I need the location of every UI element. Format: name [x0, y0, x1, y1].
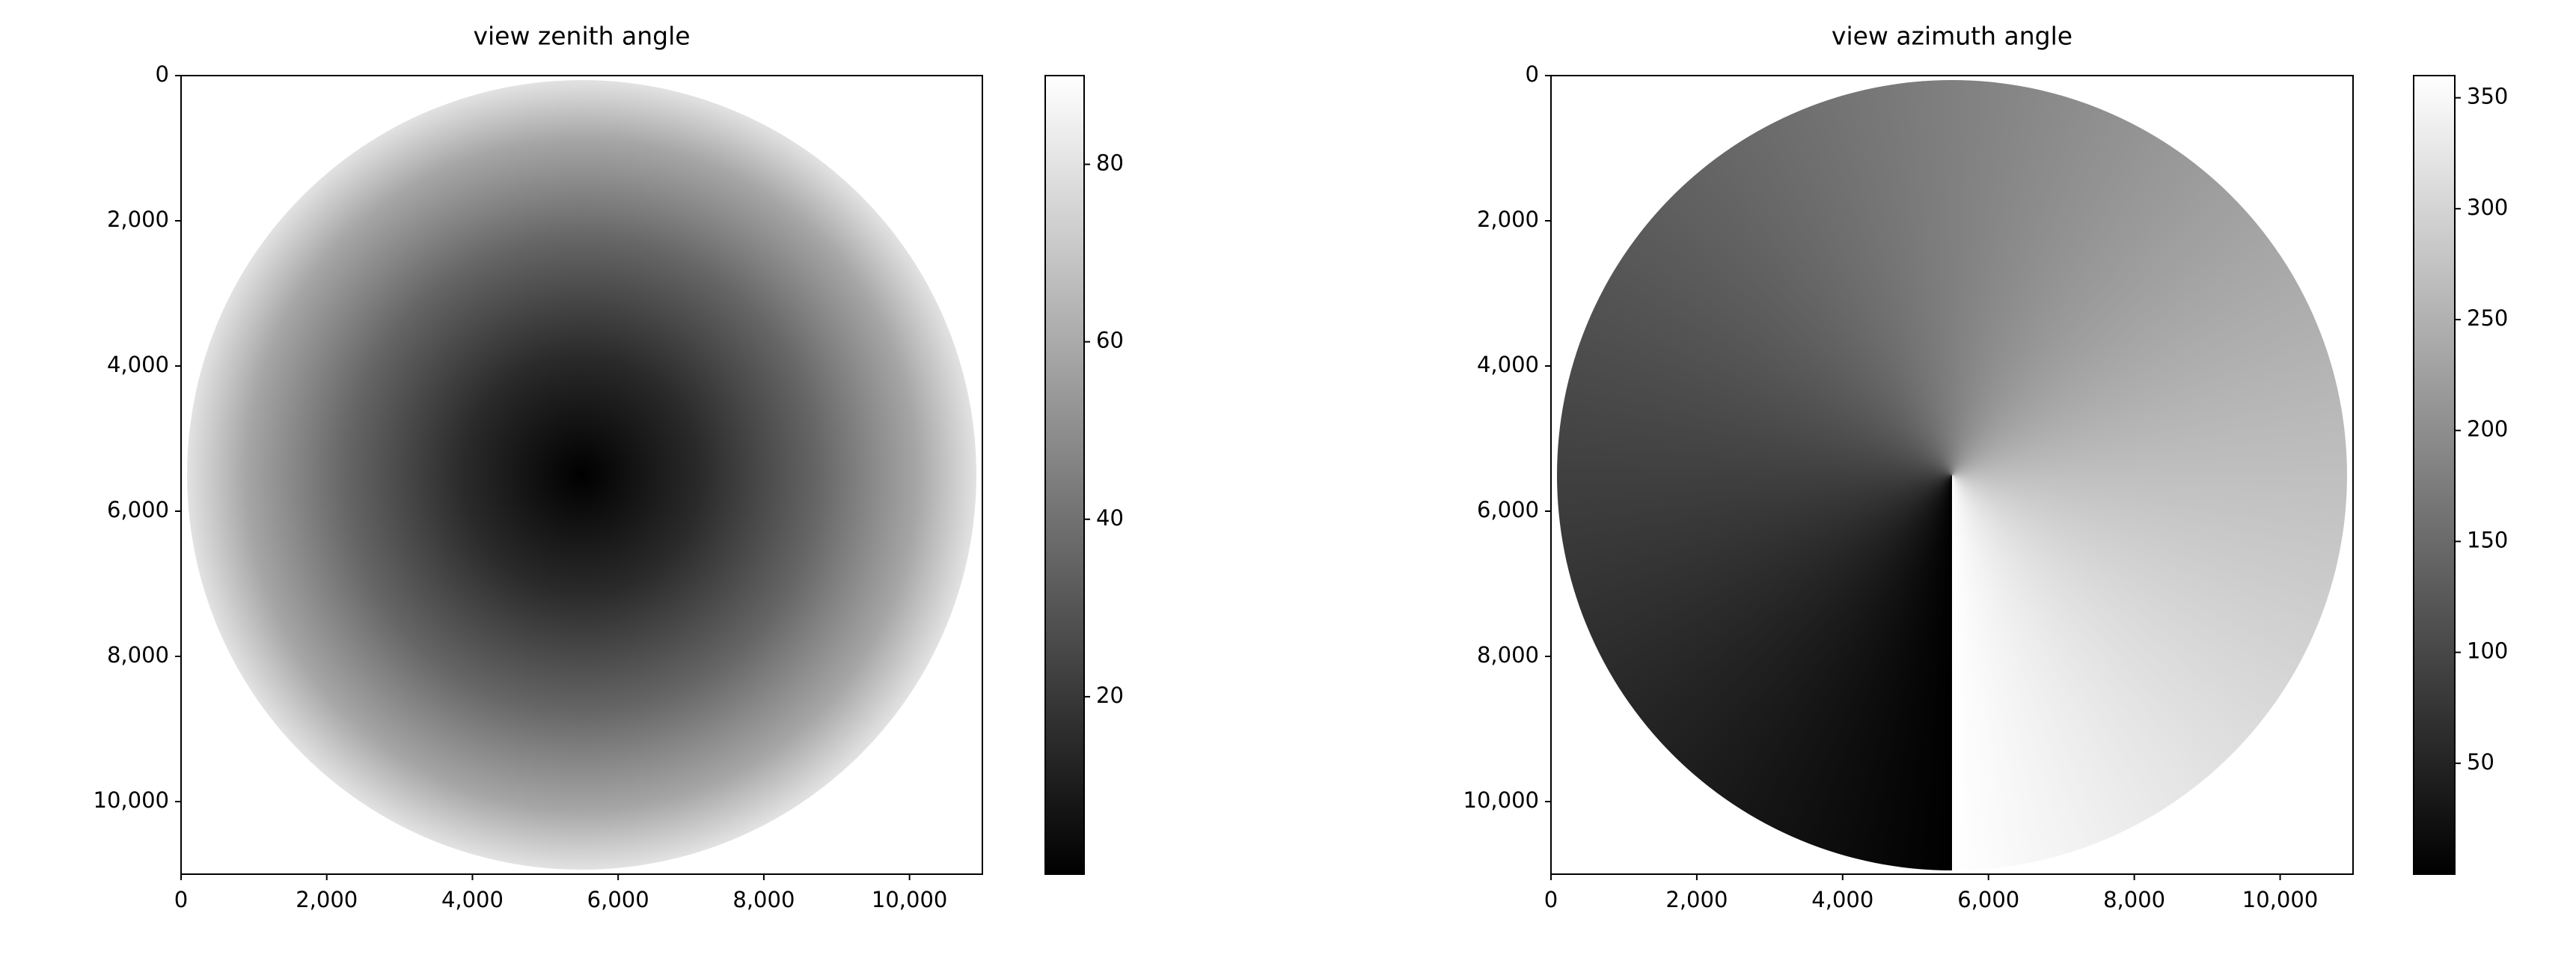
colorbar	[1044, 75, 1085, 875]
colorbar-tick-label: 20	[1096, 683, 1124, 708]
y-tick-label: 10,000	[1463, 787, 1539, 813]
y-tick-label: 6,000	[107, 497, 169, 522]
y-tick-label: 2,000	[1477, 207, 1539, 232]
x-tick-label: 8,000	[2103, 887, 2165, 912]
colorbar	[2413, 75, 2456, 875]
y-tick-label: 0	[156, 61, 169, 87]
chart-title: view azimuth angle	[1832, 22, 2072, 51]
colorbar-tick-label: 250	[2467, 305, 2508, 331]
colorbar-tick-label: 60	[1096, 328, 1124, 353]
y-tick-label: 8,000	[1477, 642, 1539, 668]
chart-title: view zenith angle	[473, 22, 690, 51]
image	[1557, 79, 2347, 870]
axes-frame	[180, 75, 983, 875]
x-tick-label: 0	[174, 887, 188, 912]
y-tick-label: 2,000	[107, 207, 169, 232]
colorbar-tick-label: 350	[2467, 84, 2508, 109]
y-tick-label: 8,000	[107, 642, 169, 668]
x-tick-label: 8,000	[732, 887, 795, 912]
colorbar-tick-label: 150	[2467, 527, 2508, 552]
colorbar-tick-label: 50	[2467, 749, 2494, 775]
y-tick-label: 6,000	[1477, 497, 1539, 522]
image-disk	[1557, 79, 2347, 870]
x-tick-label: 2,000	[296, 887, 358, 912]
x-tick-label: 4,000	[441, 887, 504, 912]
colorbar-tick-label: 100	[2467, 638, 2508, 664]
x-tick-label: 10,000	[2242, 887, 2318, 912]
colorbar-tick-label: 200	[2467, 416, 2508, 442]
y-tick-label: 4,000	[107, 352, 169, 377]
x-tick-label: 6,000	[1957, 887, 2019, 912]
colorbar-tick-label: 80	[1096, 150, 1124, 176]
x-tick-label: 0	[1544, 887, 1558, 912]
x-tick-label: 4,000	[1811, 887, 1873, 912]
x-tick-label: 10,000	[872, 887, 947, 912]
y-tick-label: 10,000	[94, 787, 169, 813]
axes-frame	[1550, 75, 2354, 875]
y-tick-label: 4,000	[1477, 352, 1539, 377]
colorbar-tick-label: 40	[1096, 505, 1124, 531]
image	[187, 80, 976, 870]
x-tick-label: 2,000	[1665, 887, 1728, 912]
y-tick-label: 0	[1526, 61, 1539, 87]
x-tick-label: 6,000	[587, 887, 649, 912]
colorbar-tick-label: 300	[2467, 195, 2508, 220]
